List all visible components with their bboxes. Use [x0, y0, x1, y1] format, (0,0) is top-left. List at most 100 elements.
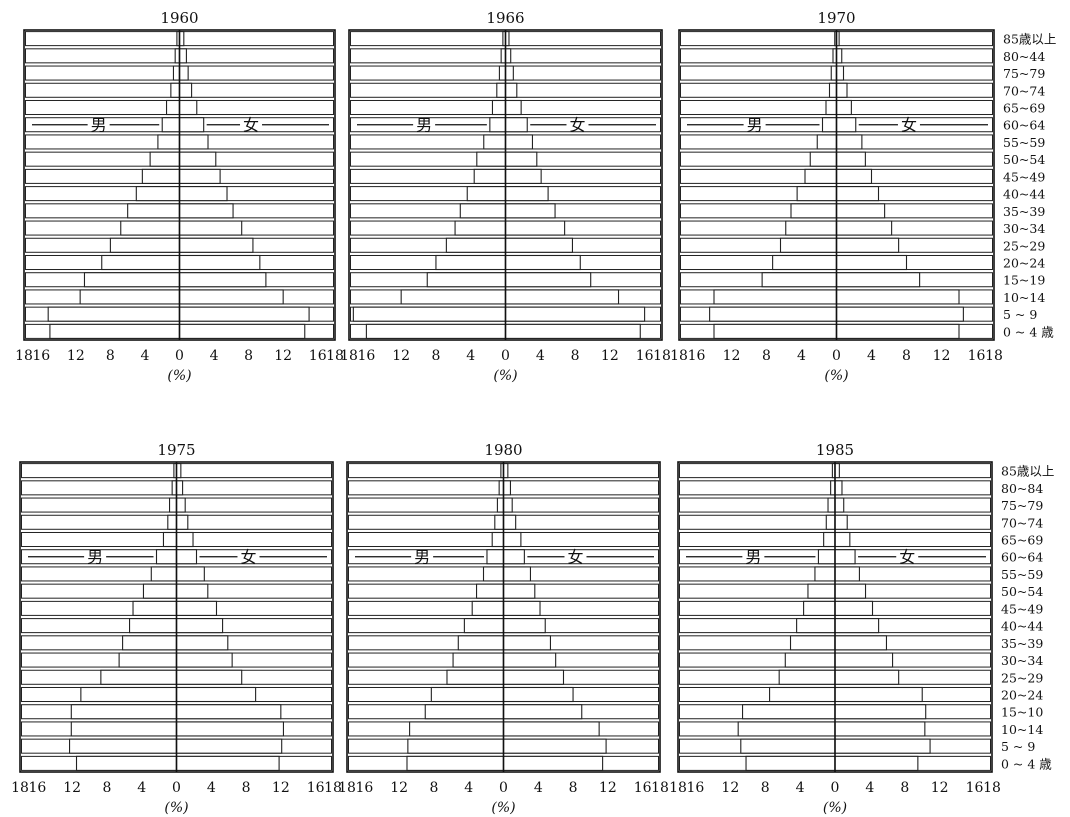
male-label: 男 [747, 116, 763, 135]
male-bar [457, 635, 505, 651]
female-bar [175, 652, 233, 668]
male-bar [155, 549, 178, 565]
female-bar [502, 497, 513, 513]
male-bar [100, 669, 178, 685]
male-bar [167, 514, 178, 530]
female-bar [175, 721, 284, 737]
x-tick-label: 12 [599, 780, 617, 796]
male-bar [483, 134, 507, 150]
female-bar [835, 272, 921, 288]
x-tick-label: 16 [355, 780, 373, 796]
male-bar [803, 600, 836, 616]
male-bar [70, 721, 178, 737]
age-group-label: 30~34 [1003, 221, 1045, 236]
female-bar [502, 480, 512, 496]
x-tick-label: 4 [534, 780, 543, 796]
age-group-label: 75~79 [1003, 66, 1045, 81]
age-group-label: 45~49 [1001, 601, 1043, 616]
male-bar [109, 237, 181, 253]
female-bar [175, 704, 282, 720]
male-bar [120, 220, 181, 236]
male-bar [740, 738, 836, 754]
male-bar [817, 549, 836, 565]
x-tick-label: 12 [723, 348, 741, 364]
male-bar [118, 652, 178, 668]
female-bar [175, 531, 194, 548]
x-tick-label: 8 [244, 348, 253, 364]
female-bar [178, 220, 243, 236]
female-bar [502, 704, 583, 720]
female-bar [178, 306, 310, 322]
x-tick-label: 18 [985, 348, 1003, 364]
male-label: 男 [87, 548, 103, 567]
male-bar [150, 566, 178, 582]
male-bar [426, 272, 507, 288]
male-bar [496, 497, 505, 513]
female-bar [502, 618, 546, 634]
male-label: 男 [745, 548, 761, 567]
age-group-label: 65~69 [1001, 533, 1043, 548]
male-bar [452, 652, 505, 668]
female-bar [504, 65, 514, 81]
age-group-label: 80~44 [1003, 49, 1045, 64]
male-bar [141, 168, 181, 184]
female-bar [502, 549, 525, 565]
age-group-label: 45~49 [1003, 169, 1045, 184]
x-tick-label: 12 [721, 780, 739, 796]
female-bar [502, 566, 532, 582]
panel-title: 1966 [486, 9, 524, 27]
female-bar [504, 306, 646, 322]
x-tick-label: 4 [464, 780, 473, 796]
x-tick-label: 18 [651, 780, 669, 796]
female-bar [835, 168, 873, 184]
female-bar [502, 514, 517, 530]
female-bar [835, 186, 880, 202]
female-bar [178, 237, 254, 253]
male-bar [165, 99, 181, 116]
male-bar [779, 237, 838, 253]
x-axis-label: (%) [493, 368, 517, 384]
male-bar [459, 203, 507, 219]
male-bar [365, 323, 507, 339]
panel-title: 1960 [160, 9, 198, 27]
male-bar [445, 237, 507, 253]
male-bar [79, 289, 181, 305]
female-bar [834, 652, 894, 668]
male-bar [161, 117, 181, 133]
male-bar [809, 151, 838, 167]
female-bar [178, 82, 193, 98]
male-bar [713, 289, 838, 305]
x-tick-label: 16 [687, 780, 705, 796]
male-bar [407, 738, 505, 754]
female-label: 女 [901, 116, 917, 135]
male-bar [825, 514, 836, 530]
female-bar [834, 583, 867, 599]
age-group-label: 15~10 [1001, 705, 1043, 720]
male-bar [49, 323, 181, 339]
x-tick-label: 8 [761, 780, 770, 796]
female-label: 女 [243, 116, 259, 135]
female-bar [175, 600, 218, 616]
female-bar [834, 669, 900, 685]
male-bar [135, 186, 181, 202]
female-bar [834, 635, 888, 651]
female-bar [178, 168, 221, 184]
male-bar [473, 168, 507, 184]
female-bar [834, 755, 919, 771]
male-bar [463, 618, 505, 634]
female-bar [178, 134, 209, 150]
male-bar [827, 497, 836, 513]
x-tick-label: 4 [207, 780, 216, 796]
age-group-label: 5 ~ 9 [1001, 739, 1035, 754]
female-bar [504, 134, 534, 150]
female-bar [178, 289, 284, 305]
x-tick-label: 18 [670, 348, 688, 364]
male-bar [409, 721, 505, 737]
x-tick-label: 4 [210, 348, 219, 364]
x-tick-label: 12 [390, 780, 408, 796]
male-bar [435, 254, 507, 271]
female-label: 女 [567, 548, 583, 567]
male-label: 男 [414, 548, 430, 567]
female-bar [178, 65, 189, 81]
female-bar [834, 531, 851, 548]
